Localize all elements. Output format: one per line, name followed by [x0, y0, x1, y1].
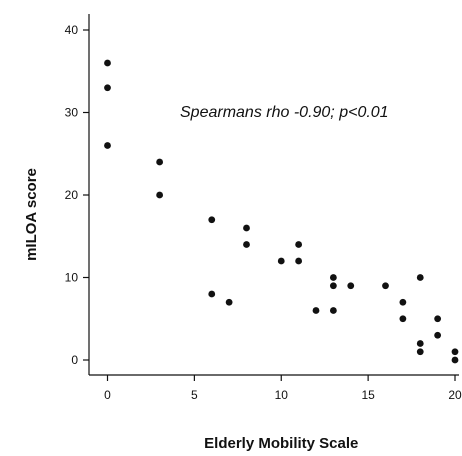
data-point [434, 315, 442, 323]
data-point [104, 59, 111, 67]
x-axis-ticks: 0 5 10 15 20 [104, 375, 462, 402]
x-tick-label: 10 [275, 388, 289, 402]
x-tick-label: 15 [361, 388, 375, 402]
x-axis-title: Elderly Mobility Scale [204, 435, 358, 452]
data-point [156, 158, 164, 166]
y-tick-label: 20 [65, 188, 79, 202]
data-point [329, 307, 337, 314]
y-axis-title: mILOA score [23, 168, 40, 261]
data-point [225, 298, 233, 306]
y-tick-label: 10 [65, 271, 79, 285]
data-point [416, 340, 424, 347]
data-point [208, 216, 216, 224]
data-point [295, 257, 303, 265]
data-point [104, 142, 111, 149]
data-point [208, 290, 216, 298]
data-point [243, 241, 250, 248]
y-tick-label: 40 [65, 23, 79, 37]
x-tick-label: 20 [448, 388, 462, 402]
y-tick-label: 0 [71, 353, 78, 367]
data-point [156, 191, 164, 199]
data-point [277, 257, 285, 265]
y-tick-label: 30 [65, 106, 79, 120]
data-point [295, 241, 303, 248]
data-point [243, 224, 250, 232]
x-tick-label: 5 [191, 388, 198, 402]
y-axis-ticks: 0 10 20 30 40 [65, 23, 89, 367]
annotation-text: Spearmans rho -0.90; p<0.01 [180, 104, 389, 121]
data-point [451, 356, 459, 364]
data-point [347, 282, 355, 290]
data-point [399, 315, 407, 323]
data-points [104, 59, 459, 364]
data-point [416, 274, 424, 281]
data-point [329, 274, 337, 281]
data-point [451, 348, 459, 356]
data-point [312, 307, 320, 314]
data-point [382, 282, 389, 290]
data-point [329, 282, 337, 290]
data-point [399, 298, 407, 306]
data-point [416, 348, 424, 356]
data-point [104, 84, 111, 92]
data-point [434, 331, 442, 339]
x-tick-label: 0 [104, 388, 111, 402]
